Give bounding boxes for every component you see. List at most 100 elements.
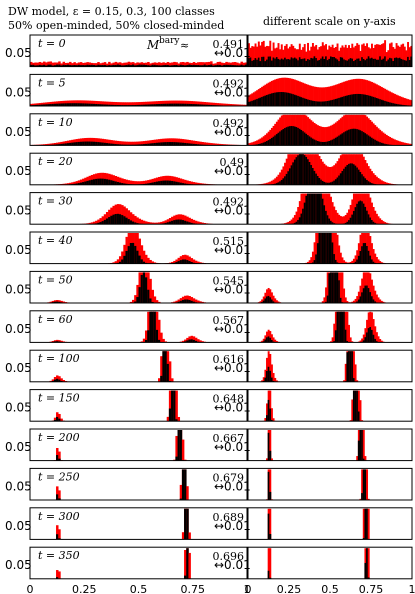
right-black-bar: [364, 337, 367, 343]
left-panel-frame: [29, 231, 248, 265]
right-red-bar: [359, 154, 362, 185]
left-black-bar: [186, 260, 189, 264]
right-red-bar: [338, 119, 341, 146]
left-red-bar: [212, 143, 215, 146]
right-black-bar: [326, 295, 329, 303]
right-red-bar: [375, 44, 378, 67]
left-panel-frame: [29, 310, 248, 343]
right-red-bar: [302, 82, 305, 106]
left-red-bar: [207, 102, 211, 106]
left-red-bar: [129, 62, 133, 67]
time-label: t = 40: [38, 234, 73, 247]
right-black-bar: [362, 538, 365, 540]
right-black-bar: [359, 296, 362, 303]
right-black-bar: [372, 261, 375, 264]
right-red-bar: [285, 44, 288, 67]
left-red-bar: [38, 103, 42, 106]
right-black-bar: [267, 432, 270, 461]
left-red-bar: [216, 61, 220, 67]
left-red-bar: [177, 214, 181, 225]
left-black-bar: [233, 65, 237, 67]
right-red-bar: [372, 285, 375, 303]
right-ytick-label: ↔0.01: [214, 243, 251, 257]
left-red-bar: [114, 261, 118, 264]
left-red-bar: [142, 180, 146, 185]
bary-value: 0.515: [213, 235, 245, 248]
right-black-bar: [367, 95, 370, 106]
left-red-bar: [62, 380, 66, 382]
right-red-bar: [315, 154, 318, 185]
right-black-bar: [398, 57, 401, 67]
right-black-bar: [307, 59, 309, 67]
right-black-bar: [323, 101, 326, 106]
left-red-bar: [88, 222, 92, 225]
right-red-bar: [330, 341, 332, 343]
left-black-bar: [125, 217, 128, 225]
right-red-bar: [341, 82, 344, 106]
left-red-bar: [125, 102, 128, 106]
right-red-bar: [254, 91, 257, 106]
right-black-bar: [367, 181, 370, 185]
right-red-bar: [392, 138, 395, 146]
left-black-bar: [184, 142, 187, 146]
right-black-bar: [297, 60, 300, 67]
right-red-bar: [354, 45, 357, 67]
left-red-bar: [64, 183, 68, 185]
left-red-bar: [145, 140, 148, 146]
left-red-bar: [194, 141, 198, 146]
left-black-bar: [127, 219, 131, 225]
right-red-bar: [318, 125, 321, 146]
right-red-bar: [372, 319, 375, 343]
right-red-bar: [328, 193, 331, 225]
left-red-bar: [69, 182, 72, 185]
right-red-bar: [287, 48, 290, 67]
right-black-bar: [364, 178, 367, 185]
right-red-bar: [375, 213, 378, 225]
bary-value: 0.696: [213, 550, 245, 563]
right-red-bar: [364, 45, 367, 67]
left-red-bar: [95, 220, 98, 225]
right-black-bar: [333, 254, 336, 264]
right-red-bar: [387, 90, 390, 106]
left-ytick-label: 0.05: [5, 243, 32, 257]
right-red-bar: [367, 233, 370, 264]
left-black-bar: [242, 65, 246, 67]
right-black-bar: [374, 301, 377, 303]
right-red-bar: [351, 341, 354, 343]
right-black-bar: [269, 491, 272, 500]
left-black-bar: [123, 65, 126, 67]
left-black-bar: [129, 220, 133, 225]
left-black-bar: [186, 299, 189, 303]
right-black-bar: [333, 180, 336, 185]
right-black-bar: [279, 181, 282, 185]
left-black-bar: [177, 65, 181, 67]
right-red-bar: [297, 49, 300, 67]
left-black-bar: [151, 64, 154, 67]
right-red-bar: [333, 323, 336, 343]
left-red-bar: [179, 256, 183, 264]
right-black-bar: [380, 59, 383, 67]
left-red-bar: [214, 143, 217, 146]
left-black-bar: [184, 259, 187, 264]
left-red-bar: [149, 259, 152, 264]
right-red-bar: [326, 166, 329, 185]
left-black-bar: [175, 64, 178, 67]
right-red-bar: [351, 43, 354, 67]
right-red-bar: [269, 331, 272, 343]
left-black-bar: [201, 65, 204, 67]
right-black-bar: [346, 95, 349, 106]
left-panel-frame: [29, 389, 248, 422]
left-red-bar: [134, 215, 137, 225]
right-black-bar: [302, 97, 305, 106]
right-black-bar: [331, 99, 334, 106]
right-black-bar: [367, 135, 370, 146]
right-black-bar: [369, 292, 372, 303]
right-red-bar: [297, 80, 300, 106]
left-red-bar: [218, 61, 222, 67]
left-red-bar: [229, 104, 233, 106]
right-red-bar: [339, 118, 342, 146]
right-black-bar: [392, 61, 395, 67]
right-red-bar: [284, 45, 287, 67]
right-black-bar: [311, 167, 314, 185]
right-red-bar: [377, 216, 380, 225]
